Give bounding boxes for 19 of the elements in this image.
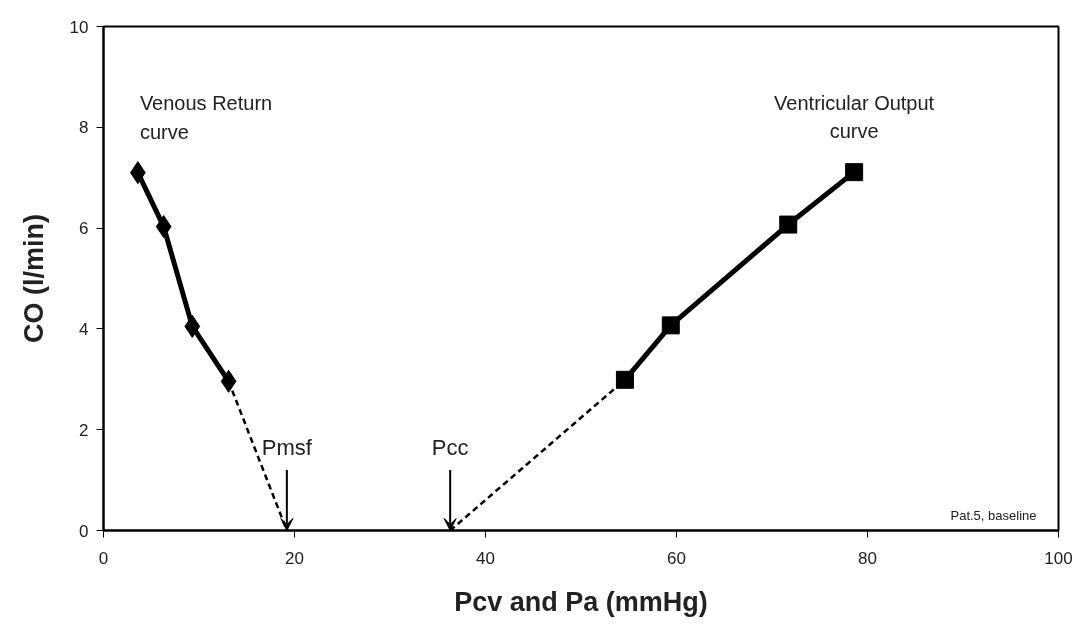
y-axis-title: CO (l/min) bbox=[18, 213, 49, 343]
series-label: Venous Return curve bbox=[139, 92, 273, 143]
y-tick-label: 8 bbox=[79, 118, 89, 138]
x-tick-label: 80 bbox=[858, 548, 877, 568]
text: Ventricular Output curve bbox=[774, 91, 935, 143]
annotation: Pcc bbox=[431, 435, 469, 461]
y-tick-label: 2 bbox=[79, 420, 89, 440]
y-tick-label: 4 bbox=[79, 319, 89, 339]
x-tick-label: 60 bbox=[667, 548, 686, 568]
x-tick-label: 20 bbox=[285, 548, 304, 568]
y-tick-label: 10 bbox=[69, 17, 89, 37]
x-tick-label: 40 bbox=[476, 548, 495, 568]
y-tick-label: 6 bbox=[79, 219, 89, 239]
annotation: Pmsf bbox=[261, 435, 313, 461]
x-axis-title: Pcv and Pa (mmHg) bbox=[454, 586, 708, 617]
x-tick-label: 0 bbox=[98, 548, 109, 568]
x-tick-label: 100 bbox=[1044, 548, 1073, 568]
y-tick-label: 0 bbox=[79, 521, 89, 541]
annotation: Pat.5, baseline bbox=[950, 507, 1037, 523]
